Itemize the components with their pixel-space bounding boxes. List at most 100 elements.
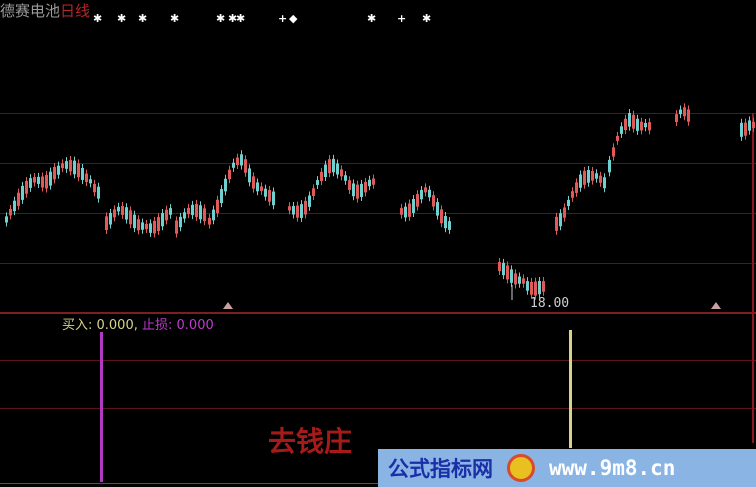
candle — [328, 159, 331, 174]
candle — [81, 167, 84, 180]
candle — [748, 120, 751, 131]
candle — [518, 276, 521, 284]
candle — [324, 164, 327, 178]
candle — [340, 169, 343, 177]
candle — [522, 278, 525, 284]
grid-line — [0, 360, 756, 361]
pane-divider[interactable] — [0, 312, 756, 314]
candle — [304, 200, 307, 215]
candle — [436, 202, 439, 216]
watermark-banner: 公式指标网 www.9m8.cn — [378, 449, 756, 487]
candle — [571, 191, 574, 198]
price-pointer — [511, 285, 513, 300]
candle — [224, 178, 227, 192]
candle — [256, 182, 259, 192]
candle — [432, 195, 435, 207]
chart-title: 德赛电池日线 — [0, 0, 90, 21]
candle — [89, 179, 92, 184]
signal-marker-icon: ✱ — [117, 12, 127, 25]
candle — [368, 179, 371, 187]
price-annotation: 18.00 — [530, 296, 570, 311]
signal-marker-icon: ✱ — [93, 12, 103, 25]
candle — [636, 118, 639, 131]
candle — [93, 183, 96, 193]
candle — [13, 200, 16, 212]
candle — [348, 180, 351, 190]
candle — [292, 205, 295, 215]
candle — [37, 176, 40, 184]
candle — [530, 281, 533, 295]
candle — [153, 220, 156, 234]
candle — [272, 191, 275, 206]
candle — [65, 161, 68, 169]
candle — [679, 109, 682, 115]
candle — [25, 180, 28, 194]
candle — [587, 169, 590, 183]
candle — [216, 199, 219, 214]
candle — [542, 281, 545, 292]
signal-marker-icon: ✱ — [170, 12, 180, 25]
candle — [300, 204, 303, 218]
candle — [424, 187, 427, 193]
candle — [603, 177, 606, 189]
candle — [356, 184, 359, 199]
signal-markers: ✱ ✱ ✱ ✱ ✱ ✱ ✱ + ◆ ✱ + ✱ — [0, 12, 756, 28]
candle — [29, 178, 32, 188]
candle — [675, 114, 678, 123]
signal-marker-icon: ✱ — [216, 12, 226, 25]
signal-marker-icon: ✱ — [236, 12, 246, 25]
candle — [117, 206, 120, 212]
signal-marker-icon: ✱ — [367, 12, 377, 25]
candle — [752, 121, 755, 128]
candle — [53, 166, 56, 180]
candle — [416, 194, 419, 207]
candle — [21, 185, 24, 200]
candle — [9, 208, 12, 216]
candle — [77, 163, 80, 178]
candle — [195, 204, 198, 218]
signal-marker-icon: ✱ — [138, 12, 148, 25]
period-label[interactable]: 日线 — [60, 2, 91, 20]
candle — [141, 222, 144, 230]
candle — [555, 216, 558, 231]
candle — [161, 213, 164, 227]
signal-marker-icon: ✱ — [228, 12, 238, 25]
site-logo-icon — [507, 454, 535, 482]
candle — [632, 114, 635, 129]
candle — [420, 189, 423, 200]
candle — [404, 206, 407, 218]
candle — [510, 269, 513, 283]
candle — [49, 171, 52, 186]
candle — [187, 207, 190, 215]
site-name: 公式指标网 — [388, 457, 493, 481]
candle — [97, 186, 100, 199]
candle — [308, 195, 311, 207]
signal-marker-icon: ✱ — [422, 12, 432, 25]
candle — [352, 183, 355, 197]
candle — [244, 159, 247, 173]
candle — [687, 109, 690, 122]
candle — [364, 181, 367, 193]
triangle-marker — [223, 302, 233, 309]
candle — [61, 163, 64, 169]
candle — [199, 205, 202, 220]
right-edge-line — [752, 113, 754, 443]
candle — [316, 180, 319, 185]
candle — [506, 265, 509, 280]
candle — [444, 216, 447, 229]
candle — [360, 183, 363, 198]
candle — [400, 207, 403, 215]
candlestick-chart[interactable] — [0, 100, 756, 300]
site-url: www.9m8.cn — [549, 456, 676, 480]
candle — [17, 192, 20, 206]
candle — [344, 175, 347, 181]
candle — [628, 113, 631, 127]
candle — [133, 214, 136, 229]
candle — [248, 168, 251, 183]
candle — [332, 158, 335, 173]
candle — [260, 186, 263, 191]
grid-line — [0, 263, 756, 264]
candle — [502, 262, 505, 276]
candle — [220, 189, 223, 204]
